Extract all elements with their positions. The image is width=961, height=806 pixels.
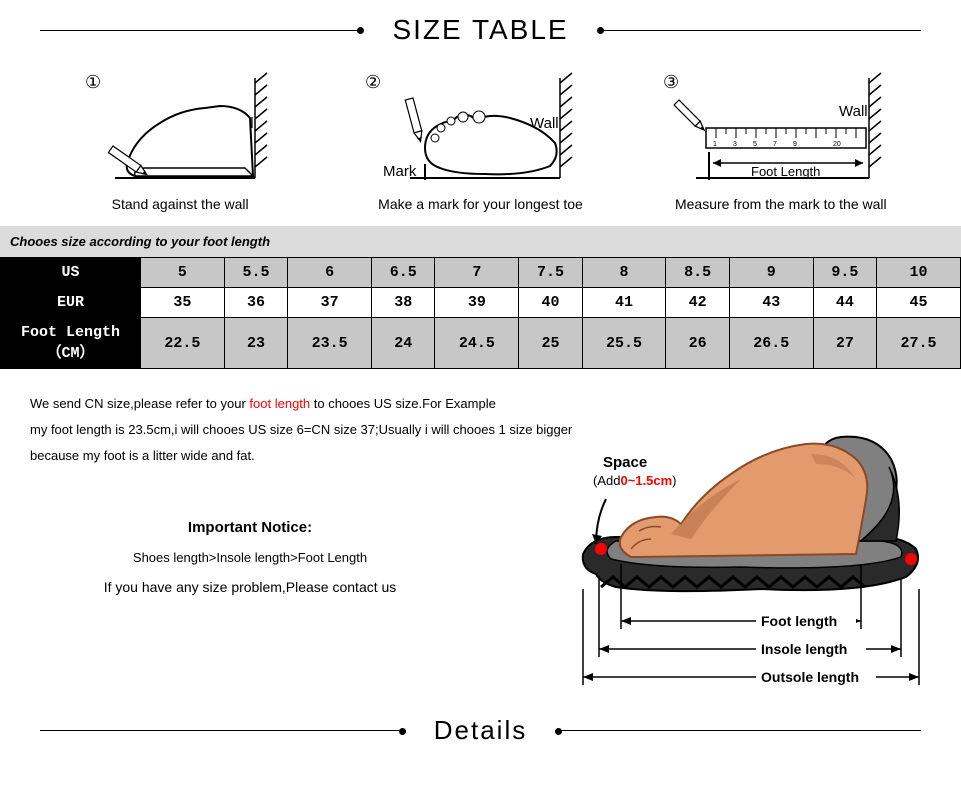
important-notice: Important Notice: Shoes length>Insole le… bbox=[30, 519, 470, 595]
step-2: ② Wall Mark bbox=[340, 68, 620, 212]
svg-text:Mark: Mark bbox=[383, 163, 417, 180]
svg-text:Insole length: Insole length bbox=[761, 641, 847, 657]
notice-title: Important Notice: bbox=[30, 519, 470, 536]
table-row: EUR 3536 3738 3940 4142 4344 45 bbox=[1, 288, 961, 318]
step-1-figure: ① Wall bbox=[65, 68, 295, 188]
row-header-footlen: Foot Length（CM） bbox=[1, 318, 141, 369]
svg-text:1: 1 bbox=[713, 141, 717, 148]
svg-text:Space: Space bbox=[603, 454, 647, 471]
explanation-block: We send CN size,please refer to your foo… bbox=[0, 369, 961, 709]
row-header-eur: EUR bbox=[1, 288, 141, 318]
section-header-size-table: SIZE TABLE bbox=[0, 0, 961, 64]
row-header-us: US bbox=[1, 258, 141, 288]
svg-text:Foot length: Foot length bbox=[761, 613, 837, 629]
svg-text:③: ③ bbox=[663, 72, 679, 92]
size-table: US 55.5 66.5 77.5 88.5 99.5 10 EUR 3536 … bbox=[0, 257, 961, 369]
explain-line1c: to chooes US size.For Example bbox=[310, 396, 496, 411]
divider-line bbox=[555, 730, 921, 731]
svg-text:3: 3 bbox=[733, 141, 737, 148]
step-3: ③ Wall bbox=[641, 68, 921, 212]
svg-text:5: 5 bbox=[753, 141, 757, 148]
notice-r2: If you have any size problem,Please cont… bbox=[30, 579, 470, 595]
svg-text:①: ① bbox=[85, 72, 101, 92]
divider-line bbox=[40, 730, 406, 731]
section-header-details: Details bbox=[0, 709, 961, 756]
svg-text:7: 7 bbox=[773, 141, 777, 148]
svg-text:Foot Length: Foot Length bbox=[751, 164, 820, 179]
notice-r1: Shoes length>Insole length>Foot Length bbox=[30, 550, 470, 565]
explain-line1a: We send CN size,please refer to your bbox=[30, 396, 249, 411]
svg-text:Outsole length: Outsole length bbox=[761, 669, 859, 685]
step-2-caption: Make a mark for your longest toe bbox=[340, 196, 620, 212]
section-title-details: Details bbox=[406, 715, 555, 746]
table-row: Foot Length（CM） 22.523 23.524 24.525 25.… bbox=[1, 318, 961, 369]
explain-highlight: foot length bbox=[249, 396, 310, 411]
step-1-caption: Stand against the wall bbox=[40, 196, 320, 212]
step-3-figure: ③ Wall bbox=[651, 68, 911, 188]
step-2-figure: ② Wall Mark bbox=[355, 68, 605, 188]
svg-text:9: 9 bbox=[793, 141, 797, 148]
svg-text:20: 20 bbox=[833, 141, 841, 148]
section-title: SIZE TABLE bbox=[364, 14, 596, 46]
choose-size-bar: Chooes size according to your foot lengt… bbox=[0, 226, 961, 257]
foot-diagram: Space (Add0~1.5cm) Foot length bbox=[561, 399, 941, 689]
step-1: ① Wall bbox=[40, 68, 320, 212]
divider-line bbox=[40, 30, 364, 31]
svg-text:②: ② bbox=[365, 72, 381, 92]
table-row: US 55.5 66.5 77.5 88.5 99.5 10 bbox=[1, 258, 961, 288]
step-3-caption: Measure from the mark to the wall bbox=[641, 196, 921, 212]
measurement-steps: ① Wall bbox=[0, 64, 961, 226]
divider-line bbox=[597, 30, 921, 31]
svg-text:(Add0~1.5cm): (Add0~1.5cm) bbox=[593, 473, 677, 488]
svg-text:Wall: Wall bbox=[839, 103, 868, 120]
